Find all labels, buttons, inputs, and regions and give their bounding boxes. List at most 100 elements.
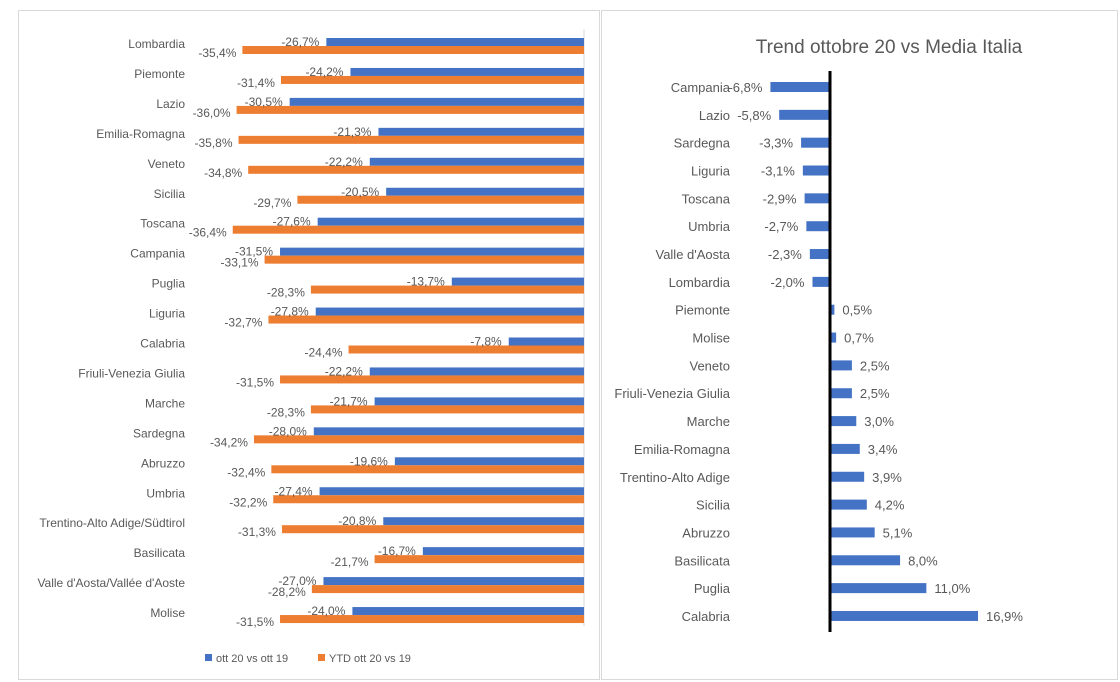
data-label-ott: -7,8% — [470, 335, 502, 349]
data-label-ytd: -28,2% — [268, 585, 306, 599]
bar-ott-20-vs-ott-19 — [451, 277, 584, 286]
data-label-ott: -13,7% — [407, 275, 445, 289]
category-label: Basilicata — [134, 546, 186, 560]
bar — [770, 82, 830, 92]
bar-ott-20-vs-ott-19 — [383, 517, 584, 526]
bar-ott-20-vs-ott-19 — [319, 487, 584, 496]
bar — [779, 109, 830, 120]
category-label: Molise — [150, 606, 185, 620]
category-label: Sicilia — [696, 498, 731, 513]
category-label: Sardegna — [674, 136, 731, 151]
bar — [806, 221, 830, 232]
data-label-ytd: -21,7% — [331, 555, 369, 569]
data-label-ott: -16,7% — [378, 544, 416, 558]
category-label: Basilicata — [674, 553, 730, 568]
category-label: Veneto — [690, 358, 731, 373]
data-label: 3,9% — [872, 470, 902, 485]
data-label: -6,8% — [728, 80, 762, 95]
bar-ytd-ott-20-vs-19 — [280, 75, 584, 84]
bar — [801, 137, 830, 148]
bar-ott-20-vs-ott-19 — [352, 607, 584, 616]
bar — [830, 332, 837, 343]
category-label: Marche — [687, 414, 730, 429]
bar-ytd-ott-20-vs-19 — [268, 315, 584, 324]
legend-swatch-orange — [318, 654, 325, 661]
bar-ytd-ott-20-vs-19 — [273, 495, 584, 504]
data-label: 0,5% — [842, 303, 872, 318]
bar-ott-20-vs-ott-19 — [369, 367, 584, 376]
data-label-ytd: -31,3% — [238, 525, 276, 539]
data-label-ytd: -28,3% — [267, 286, 305, 300]
bar-ytd-ott-20-vs-19 — [248, 165, 584, 174]
data-label-ytd: -32,2% — [229, 495, 267, 509]
bar-ytd-ott-20-vs-19 — [264, 255, 584, 264]
data-label-ytd: -31,5% — [236, 375, 274, 389]
data-label: -5,8% — [737, 108, 771, 123]
bar — [830, 583, 927, 594]
data-label: 0,7% — [844, 331, 874, 346]
category-label: Trentino-Alto Adige — [620, 470, 730, 485]
bar — [830, 471, 865, 482]
category-label: Valle d'Aosta — [655, 247, 730, 262]
category-label: Trentino-Alto Adige/Südtirol — [39, 516, 185, 530]
bar-ott-20-vs-ott-19 — [422, 547, 584, 556]
category-label: Lazio — [699, 108, 730, 123]
bar-ytd-ott-20-vs-19 — [280, 375, 584, 384]
category-label: Piemonte — [675, 303, 730, 318]
data-label-ytd: -29,7% — [253, 196, 291, 210]
bar-ytd-ott-20-vs-19 — [310, 405, 584, 414]
category-label: Abruzzo — [682, 525, 730, 540]
bar-ytd-ott-20-vs-19 — [253, 435, 584, 444]
data-label: 5,1% — [883, 525, 913, 540]
category-label: Friuli-Venezia Giulia — [614, 386, 730, 401]
bar-ott-20-vs-ott-19 — [508, 337, 584, 346]
data-label-ytd: -34,2% — [210, 435, 248, 449]
legend-swatch-blue — [205, 654, 212, 661]
category-label: Lombardia — [669, 275, 731, 290]
category-label: Calabria — [140, 337, 185, 351]
bar-ott-20-vs-ott-19 — [374, 397, 584, 406]
bar-ott-20-vs-ott-19 — [313, 427, 584, 436]
data-label-ott: -20,5% — [341, 185, 379, 199]
data-label-ytd: -36,4% — [189, 226, 227, 240]
data-label: 3,0% — [864, 414, 894, 429]
data-label-ytd: -33,1% — [221, 256, 259, 270]
data-label: -2,0% — [771, 275, 805, 290]
bar — [830, 527, 875, 538]
data-label-ytd: -24,4% — [305, 346, 343, 360]
data-label-ott: -28,0% — [269, 424, 307, 438]
bar-ott-20-vs-ott-19 — [280, 247, 584, 256]
data-label-ott: -21,3% — [333, 125, 371, 139]
chart-title: Trend ottobre 20 vs Media Italia — [756, 37, 1023, 58]
bar-ott-20-vs-ott-19 — [326, 38, 584, 46]
category-label: Abruzzo — [141, 456, 185, 470]
bar-ytd-ott-20-vs-19 — [242, 46, 584, 54]
category-label: Piemonte — [134, 67, 185, 81]
category-label: Toscana — [140, 217, 185, 231]
category-label: Umbria — [146, 486, 185, 500]
bar-ytd-ott-20-vs-19 — [297, 195, 584, 204]
category-label: Marche — [145, 396, 185, 410]
bar — [830, 360, 852, 371]
data-label: 2,5% — [860, 358, 890, 373]
bar — [830, 499, 867, 510]
category-label: Emilia-Romagna — [96, 127, 185, 141]
bar-ott-20-vs-ott-19 — [317, 217, 584, 226]
data-label-ott: -27,8% — [271, 305, 309, 319]
category-label: Veneto — [148, 157, 186, 171]
bar-ott-20-vs-ott-19 — [386, 187, 584, 196]
category-label: Friuli-Venezia Giulia — [78, 366, 185, 380]
data-label: 8,0% — [908, 553, 938, 568]
category-label: Emilia-Romagna — [634, 442, 731, 457]
left-chart-panel: Lombardia -26,7% -35,4% Piemonte -24,2% -31,4… — [18, 10, 600, 680]
bar-ott-20-vs-ott-19 — [394, 457, 584, 466]
category-label: Lazio — [156, 97, 185, 111]
data-label-ytd: -35,4% — [198, 46, 236, 60]
bar — [830, 304, 835, 315]
bar — [830, 416, 857, 427]
bar — [830, 388, 852, 399]
data-label: 16,9% — [986, 609, 1023, 624]
data-label: -3,3% — [759, 136, 793, 151]
bar-ott-20-vs-ott-19 — [323, 577, 584, 586]
category-label: Lombardia — [128, 37, 185, 51]
